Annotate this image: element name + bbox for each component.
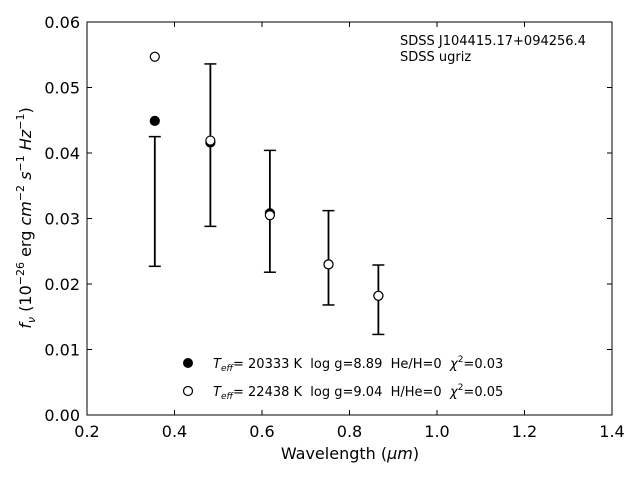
x-tick-label: 0.8 — [337, 422, 362, 441]
y-tick-label: 0.02 — [44, 275, 80, 294]
x-tick-label: 0.2 — [74, 422, 99, 441]
x-tick-label: 1.4 — [599, 422, 624, 441]
annotation-line-2: SDSS ugriz — [400, 50, 471, 65]
y-tick-label: 0.03 — [44, 210, 80, 229]
data-point-open — [149, 51, 160, 62]
data-point-open — [373, 290, 384, 301]
y-axis: 0.00 0.01 0.02 0.03 0.04 0.05 0.06 — [44, 13, 612, 425]
data-point-open — [323, 259, 334, 270]
legend-marker-filled — [183, 358, 193, 368]
x-axis-label: Wavelength (μm) — [281, 444, 419, 463]
x-tick-label: 1.0 — [424, 422, 449, 441]
data-point-open — [205, 135, 216, 146]
y-tick-label: 0.01 — [44, 341, 80, 360]
data-point-filled — [149, 115, 160, 127]
y-axis-label: fν (10−26 erg cm−2 s−1 Hz−1) — [14, 107, 38, 328]
y-tick-label: 0.00 — [44, 406, 80, 425]
y-tick-label: 0.06 — [44, 13, 80, 32]
x-tick-label: 0.6 — [249, 422, 274, 441]
annotation-line-1: SDSS J104415.17+094256.4 — [400, 34, 586, 49]
x-tick-label: 0.4 — [162, 422, 187, 441]
legend-entry-2: Teff= 22438 K log g=9.04 H/He=0 χ2=0.05 — [213, 383, 503, 402]
plot-frame — [86, 21, 613, 416]
legend: Teff= 20333 K log g=8.89 He/H=0 χ2=0.03 … — [182, 355, 503, 402]
data-markers — [149, 51, 384, 301]
x-tick-label: 1.2 — [512, 422, 537, 441]
legend-marker-open — [182, 385, 194, 397]
y-tick-label: 0.04 — [44, 144, 80, 163]
x-axis: 0.2 0.4 0.6 0.8 1.0 1.2 1.4 — [74, 22, 625, 441]
legend-entry-1: Teff= 20333 K log g=8.89 He/H=0 χ2=0.03 — [213, 355, 503, 374]
y-tick-label: 0.05 — [44, 79, 80, 98]
data-point-open — [264, 210, 275, 221]
